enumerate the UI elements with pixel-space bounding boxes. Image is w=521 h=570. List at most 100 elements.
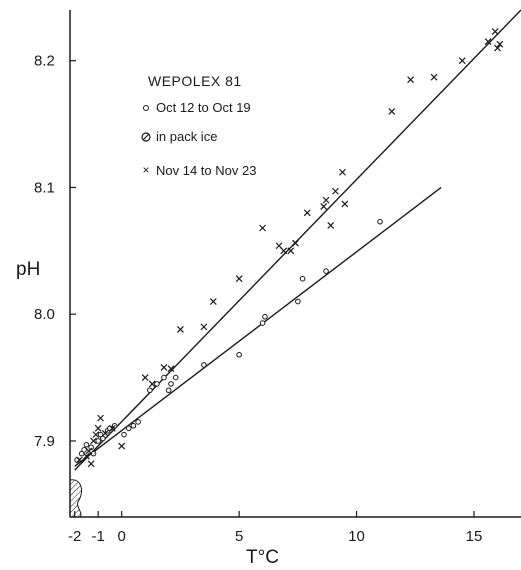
point-cross-stroke — [275, 242, 283, 250]
point-cross — [94, 424, 102, 432]
point-circle — [259, 320, 266, 326]
point-cross-stroke — [327, 222, 335, 229]
point-cross — [287, 247, 295, 255]
point-cross-stroke — [176, 325, 184, 333]
point-cross — [87, 460, 95, 468]
point-cross — [160, 364, 168, 371]
legend-title: WEPOLEX 81 — [148, 73, 242, 89]
point-cross-stroke — [430, 73, 438, 81]
point-cross-stroke — [90, 437, 97, 445]
point-cross-stroke — [332, 187, 339, 195]
point-cross-stroke — [280, 247, 288, 255]
point-cross-stroke — [108, 424, 116, 432]
point-cross — [75, 456, 83, 464]
point-cross — [83, 452, 90, 460]
data-points — [74, 28, 504, 468]
point-circle — [125, 425, 132, 432]
point-circle — [172, 374, 179, 381]
point-cross-stroke — [259, 224, 267, 232]
point-circle — [154, 381, 160, 387]
point-circle — [95, 438, 101, 444]
point-cross-stroke — [496, 40, 504, 48]
legend-label-oct: Oct 12 to Oct 19 — [156, 100, 251, 115]
y-ticks: 7.9 8.0 8.1 8.2 — [34, 53, 76, 450]
point-cross-stroke — [97, 414, 104, 422]
point-cross-stroke — [148, 380, 156, 388]
point-circle — [236, 351, 242, 358]
point-cross-stroke — [407, 76, 415, 84]
legend-entry-oct: Oct 12 to Oct 19 — [143, 100, 251, 115]
point-cross — [167, 365, 175, 373]
point-cross-stroke — [235, 275, 243, 283]
legend-x-marker: × — [142, 163, 149, 177]
x-tick-label: 15 — [466, 528, 483, 545]
point-circle — [161, 374, 167, 381]
point-circle — [130, 422, 137, 429]
legend-label-pack-ice: in pack ice — [156, 129, 217, 144]
point-circle — [147, 387, 153, 394]
point-cross-stroke — [209, 298, 217, 305]
point-cross — [430, 73, 438, 81]
x-tick-label: 10 — [348, 528, 365, 545]
point-cross — [341, 200, 349, 208]
point-circle — [262, 313, 268, 320]
legend: WEPOLEX 81 Oct 12 to Oct 19 in pack ice … — [141, 73, 256, 178]
point-cross — [259, 224, 267, 232]
legend-circle-marker — [143, 105, 149, 111]
y-tick-label: 7.9 — [34, 433, 55, 450]
point-circle — [377, 218, 383, 225]
point-circle — [135, 419, 141, 425]
point-cross — [280, 247, 288, 255]
point-cross — [407, 76, 415, 84]
point-cross — [148, 380, 156, 388]
point-cross-stroke — [292, 239, 299, 247]
point-circle — [295, 298, 301, 305]
point-cross-stroke — [94, 424, 102, 432]
point-circle — [165, 387, 172, 394]
point-cross-stroke — [339, 168, 346, 176]
pack-ice-hatched-region — [69, 479, 83, 518]
point-cross — [209, 298, 217, 305]
point-cross — [235, 275, 243, 283]
point-cross-stroke — [85, 447, 93, 455]
point-cross-stroke — [287, 247, 295, 255]
point-cross — [292, 239, 299, 247]
point-cross — [339, 168, 346, 176]
x-tick-label: -1 — [92, 528, 105, 545]
point-cross-stroke — [303, 209, 311, 217]
point-cross — [327, 222, 335, 229]
point-cross — [176, 325, 184, 333]
plot-area: 7.9 8.0 8.1 8.2 -2 -1 0 5 10 15 — [34, 9, 521, 545]
y-tick-label: 8.1 — [34, 179, 55, 196]
point-cross — [458, 57, 466, 65]
point-circle — [201, 362, 207, 368]
point-circle — [83, 441, 90, 448]
y-tick-label: 8.0 — [34, 306, 55, 323]
point-cross — [92, 431, 100, 439]
point-cross — [484, 38, 492, 46]
point-cross-stroke — [160, 364, 168, 371]
x-axis-title: T°C — [246, 547, 279, 568]
legend-label-nov: Nov 14 to Nov 23 — [156, 163, 256, 178]
legend-entry-pack-ice: in pack ice — [141, 129, 217, 144]
point-cross — [85, 447, 93, 455]
point-circle — [100, 435, 106, 442]
point-cross-stroke — [141, 374, 149, 381]
point-cross-stroke — [341, 200, 349, 208]
fit-line — [74, 186, 442, 467]
x-ticks: -2 -1 0 5 10 15 — [68, 511, 482, 545]
y-tick-label: 8.2 — [34, 53, 55, 70]
point-cross-stroke — [494, 44, 501, 52]
x-tick-label: 0 — [118, 528, 126, 545]
legend-hatch-stroke — [142, 133, 150, 141]
point-cross-stroke — [101, 429, 109, 437]
point-circle — [323, 268, 329, 274]
point-cross-stroke — [320, 203, 328, 210]
legend-entry-nov: × Nov 14 to Nov 23 — [142, 163, 256, 178]
point-cross — [141, 374, 149, 381]
point-cross — [108, 424, 116, 432]
point-cross-stroke — [484, 38, 492, 46]
point-cross — [101, 429, 109, 437]
point-circle — [299, 275, 306, 282]
point-cross — [322, 196, 330, 204]
